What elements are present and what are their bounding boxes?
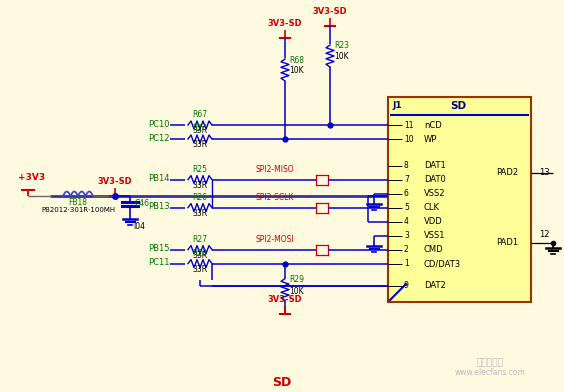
- Text: DAT0: DAT0: [424, 175, 446, 184]
- Text: R28: R28: [192, 249, 208, 258]
- Text: R25: R25: [192, 165, 208, 174]
- Text: www.elecfans.com: www.elecfans.com: [455, 368, 526, 377]
- Text: 33R: 33R: [192, 126, 208, 135]
- Text: 33R: 33R: [192, 265, 208, 274]
- Text: 12: 12: [539, 230, 549, 239]
- Text: 6: 6: [404, 189, 409, 198]
- Text: PB14: PB14: [148, 174, 170, 183]
- Text: PAD1: PAD1: [496, 238, 518, 247]
- Text: SPI2-MOSI: SPI2-MOSI: [255, 234, 294, 243]
- Text: SPI2-SCLK: SPI2-SCLK: [256, 192, 294, 201]
- Bar: [388, 97, 531, 302]
- Text: 33R: 33R: [192, 140, 208, 149]
- Text: PB13: PB13: [148, 202, 170, 211]
- Text: 33R: 33R: [192, 209, 208, 218]
- Text: 电子发烧友: 电子发烧友: [477, 358, 504, 367]
- Text: CD/DAT3: CD/DAT3: [424, 259, 461, 268]
- Text: I04: I04: [133, 222, 145, 231]
- Text: 10K: 10K: [334, 52, 349, 61]
- Text: R68: R68: [289, 56, 304, 65]
- Text: C46: C46: [135, 199, 150, 208]
- Text: CLK: CLK: [424, 203, 440, 212]
- Text: R27: R27: [192, 234, 208, 243]
- Text: R29: R29: [289, 275, 304, 283]
- Text: 10K: 10K: [289, 287, 303, 296]
- Text: R67: R67: [192, 110, 208, 119]
- Text: DAT1: DAT1: [424, 161, 446, 170]
- Text: 10: 10: [404, 134, 413, 143]
- Text: 9: 9: [404, 281, 409, 290]
- Text: 33R: 33R: [192, 250, 208, 260]
- Text: 2: 2: [404, 245, 409, 254]
- Text: 3: 3: [404, 231, 409, 240]
- Text: 3V3-SD: 3V3-SD: [268, 19, 302, 28]
- Text: 3V3-SD: 3V3-SD: [98, 177, 133, 186]
- Text: CMD: CMD: [424, 245, 444, 254]
- Text: 10K: 10K: [289, 66, 303, 75]
- Text: +3V3: +3V3: [18, 173, 45, 182]
- Text: VSS1: VSS1: [424, 231, 446, 240]
- Text: VDD: VDD: [424, 217, 443, 226]
- Text: SD: SD: [272, 376, 292, 388]
- Text: PC11: PC11: [148, 258, 170, 267]
- Text: J1: J1: [392, 101, 402, 110]
- Text: DAT2: DAT2: [424, 281, 446, 290]
- Text: 7: 7: [404, 175, 409, 184]
- Text: WP: WP: [424, 134, 437, 143]
- Text: PB2012·301R·100MH: PB2012·301R·100MH: [41, 207, 115, 213]
- Text: 5: 5: [404, 203, 409, 212]
- Text: 3V3-SD: 3V3-SD: [312, 7, 347, 16]
- Text: 3V3-SD: 3V3-SD: [268, 295, 302, 303]
- Text: FB18: FB18: [68, 198, 87, 207]
- Text: 1: 1: [404, 259, 409, 268]
- Text: PAD2: PAD2: [496, 168, 518, 177]
- Text: 4: 4: [404, 217, 409, 226]
- Text: 8: 8: [404, 161, 409, 170]
- Text: PB15: PB15: [148, 244, 170, 253]
- Text: R26: R26: [192, 192, 208, 201]
- Text: SD: SD: [450, 101, 466, 111]
- Text: nCD: nCD: [424, 120, 442, 129]
- Text: PC12: PC12: [148, 134, 170, 143]
- Text: 13: 13: [539, 168, 550, 177]
- Text: PC10: PC10: [148, 120, 170, 129]
- Text: VSS2: VSS2: [424, 189, 446, 198]
- Text: 11: 11: [404, 120, 413, 129]
- Text: 33R: 33R: [192, 181, 208, 190]
- Text: SPI2-MISO: SPI2-MISO: [255, 165, 294, 174]
- Text: R24: R24: [192, 124, 208, 133]
- Text: R23: R23: [334, 41, 349, 50]
